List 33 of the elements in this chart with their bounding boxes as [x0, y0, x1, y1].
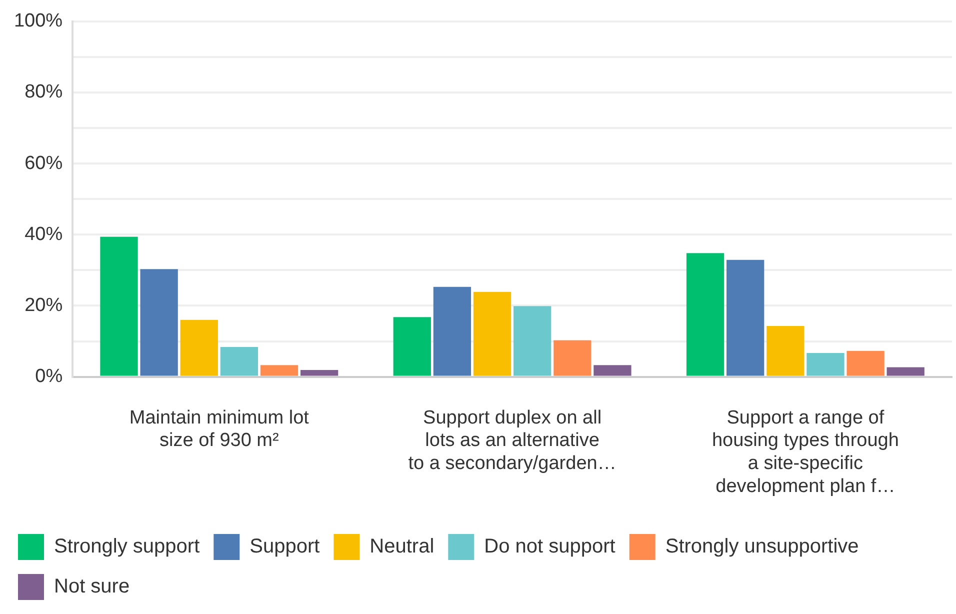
bar [140, 269, 178, 376]
legend-label: Not sure [54, 576, 130, 598]
y-tick-label: 60% [24, 152, 63, 174]
bar [846, 350, 884, 376]
bar [433, 286, 472, 376]
y-tick-label: 100% [14, 10, 63, 32]
bar [554, 340, 592, 376]
x-tick-label: Support duplex on all lots as an alternative to a secondary/garden… [408, 407, 616, 474]
bar [473, 292, 512, 376]
bar [393, 317, 431, 376]
legend-label: Do not support [484, 536, 616, 558]
bar [260, 365, 298, 376]
y-tick-label: 80% [24, 82, 63, 103]
bar [180, 320, 218, 376]
bar [726, 260, 764, 376]
legend-label: Support [250, 536, 320, 558]
bar [594, 365, 632, 376]
y-tick-label: 0% [35, 366, 63, 388]
bar [514, 306, 552, 376]
bar [766, 326, 804, 376]
bar [686, 253, 724, 376]
x-tick-label: Maintain minimum lot size of 930 m² [129, 407, 310, 452]
legend-label: Strongly unsupportive [665, 536, 859, 558]
bar [886, 367, 924, 376]
x-tick-label: Support a range of housing types through a site-specific development plan f… [712, 407, 899, 497]
y-tick-label: 20% [24, 294, 63, 316]
bar [220, 346, 258, 376]
legend-label: Neutral [370, 536, 434, 558]
y-tick-label: 40% [24, 224, 63, 245]
bar [300, 370, 338, 376]
bar [100, 236, 138, 376]
bar [806, 352, 844, 376]
legend-label: Strongly support [54, 536, 200, 558]
